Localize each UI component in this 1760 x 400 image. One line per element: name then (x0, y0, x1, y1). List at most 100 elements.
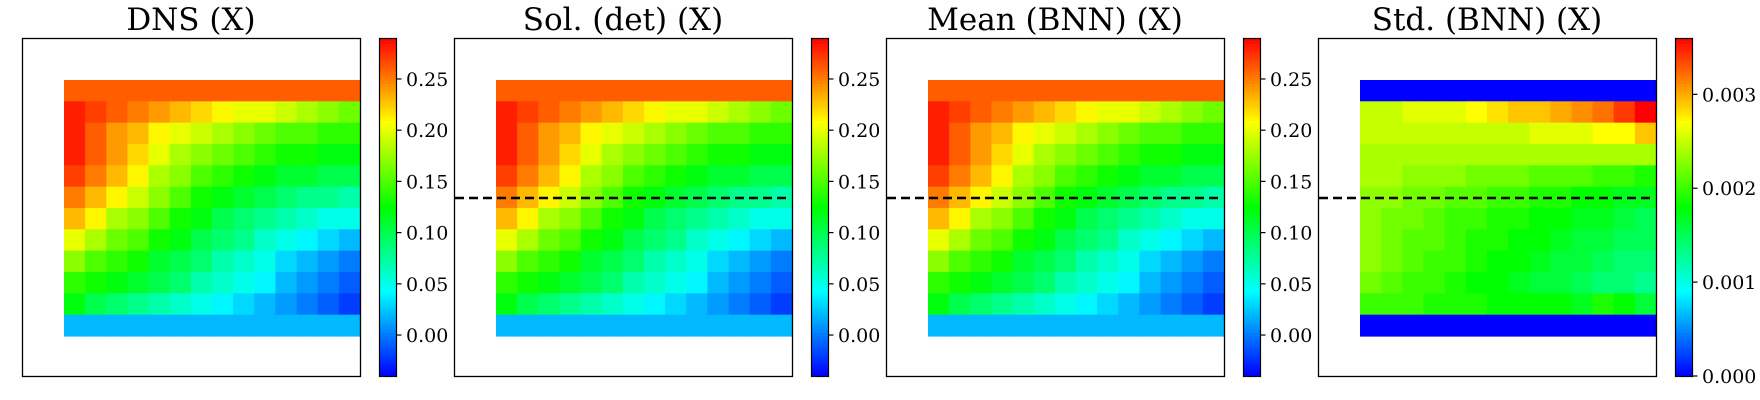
heatmap-cell (1381, 101, 1403, 124)
heatmap-cell (707, 144, 730, 166)
colorbar-segment (811, 102, 828, 107)
colorbar-segment (1243, 345, 1260, 349)
heatmap-cell (1444, 144, 1467, 166)
heatmap-cell (1465, 165, 1488, 188)
colorbar-segment (1675, 262, 1692, 266)
heatmap-cell (1012, 80, 1035, 102)
heatmap-cell (949, 165, 971, 188)
colorbar-segment (1675, 369, 1692, 374)
heatmap-cell (686, 144, 709, 166)
heatmap-cell (1571, 122, 1594, 145)
heatmap-cell (254, 122, 277, 145)
heatmap-cell (64, 144, 86, 166)
colorbar-segment (379, 200, 396, 205)
colorbar-segment (1243, 59, 1260, 64)
heatmap-cell (1444, 314, 1467, 337)
heatmap-cells (64, 80, 361, 337)
heatmap-cell (1054, 229, 1077, 252)
heatmap-cell (296, 272, 319, 294)
chart-title: Mean (BNN) (X) (927, 2, 1183, 38)
heatmap-cell (106, 229, 129, 252)
heatmap-cell (1508, 250, 1530, 273)
heatmap-cell (1181, 80, 1204, 102)
colorbar-segment (1243, 133, 1260, 137)
heatmap-cell (338, 293, 361, 316)
heatmap-cell (1444, 272, 1467, 294)
heatmap-cell (1160, 314, 1183, 337)
heatmap-cell (580, 314, 603, 337)
colorbar-segment (1675, 336, 1692, 340)
colorbar-segment (379, 120, 396, 125)
heatmap-cell (1592, 314, 1615, 337)
colorbar-segment (379, 308, 396, 312)
heatmap-cell (85, 293, 107, 316)
colorbar-segment (1243, 108, 1260, 113)
heatmap-cell (1423, 250, 1446, 273)
colorbar-segment (379, 59, 396, 64)
colorbar-segment (1675, 363, 1692, 368)
heatmap-cell (728, 80, 751, 102)
heatmap-cell (212, 293, 234, 316)
colorbar-segment (379, 213, 396, 217)
colorbar-segment (811, 90, 828, 94)
colorbar-segment (379, 41, 396, 45)
heatmap-cell (1592, 208, 1615, 230)
colorbar-segment (379, 68, 396, 73)
heatmap-cell (127, 229, 150, 252)
colorbar-tick-label: 0.25 (406, 69, 448, 91)
colorbar-segment (1675, 142, 1692, 147)
colorbar-segment (811, 210, 828, 214)
heatmap-cell (1465, 144, 1488, 166)
heatmap-cell (1508, 122, 1530, 145)
colorbar-segment (811, 222, 828, 226)
heatmap-cell (190, 314, 213, 337)
heatmap-cell (1360, 208, 1382, 230)
colorbar-segment (1675, 372, 1692, 377)
colorbar-segment (1675, 213, 1692, 217)
heatmap-cell (1097, 165, 1119, 188)
heatmap-cell (949, 272, 971, 294)
colorbar-segment (379, 38, 396, 42)
heatmap-cell (1571, 101, 1594, 124)
heatmap-cell (1118, 80, 1141, 102)
colorbar-segment (1675, 283, 1692, 288)
colorbar-segment (811, 314, 828, 319)
colorbar-segment (379, 176, 396, 180)
colorbar-tick-label: 0.20 (838, 120, 880, 142)
colorbar-segment (379, 194, 396, 199)
colorbar-segment (811, 47, 828, 51)
heatmap-cell (1181, 122, 1204, 145)
colorbar-segment (379, 326, 396, 331)
colorbar-segment (811, 81, 828, 85)
heatmap-cell (233, 208, 255, 230)
heatmap-cell (728, 165, 751, 188)
heatmap-cell (1360, 165, 1382, 188)
heatmap-cell (644, 293, 666, 316)
colorbar-segment (811, 216, 828, 220)
colorbar-segment (1243, 351, 1260, 355)
heatmap-cell (517, 122, 539, 145)
colorbar-segment (1243, 286, 1260, 291)
heatmap-cell (106, 80, 129, 102)
colorbar-segment (1675, 237, 1692, 242)
heatmap-cell (1529, 293, 1551, 316)
colorbar-segment (1243, 197, 1260, 202)
colorbar-segment (1675, 133, 1692, 137)
colorbar-segment (811, 225, 828, 230)
colorbar-segment (811, 299, 828, 303)
heatmap-cell (1444, 229, 1467, 252)
colorbar-segment (1243, 225, 1260, 230)
heatmap-cell (254, 101, 277, 124)
colorbar-segment (379, 160, 396, 165)
heatmap-cell (1181, 101, 1204, 124)
heatmap-cell (749, 314, 772, 337)
colorbar-segment (379, 280, 396, 285)
heatmap-cell (1634, 165, 1657, 188)
heatmap-cell (1097, 250, 1119, 273)
colorbar-segment (811, 56, 828, 61)
heatmap-cell (1465, 208, 1488, 230)
heatmap-cell (1076, 229, 1098, 252)
colorbar-segment (1243, 44, 1260, 48)
colorbar-segment (379, 339, 396, 343)
